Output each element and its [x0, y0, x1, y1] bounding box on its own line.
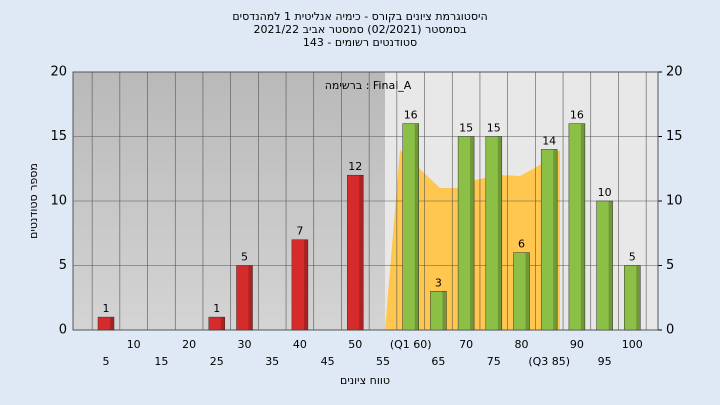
- value-label: 15: [487, 122, 501, 135]
- bar-side: [608, 201, 613, 330]
- bar: [97, 316, 115, 331]
- value-label: 12: [348, 160, 362, 173]
- bar-side: [470, 136, 475, 330]
- y-axis-label: מספר סטודנטים: [27, 163, 40, 239]
- x-tick-label: 70: [459, 338, 473, 351]
- x-tick-label: 15: [154, 355, 168, 368]
- bar-side: [553, 149, 558, 330]
- y2-tick-label: 0: [666, 323, 674, 338]
- y-tick-label: 0: [59, 323, 67, 338]
- x-axis-label: טווח ציונים: [340, 374, 390, 387]
- bar: [347, 174, 364, 331]
- y-tick-label: 15: [50, 129, 67, 144]
- x-tick-label: 25: [210, 355, 224, 368]
- y-tick-label: 20: [50, 65, 67, 80]
- x-tick-label: 90: [570, 338, 584, 351]
- bar-side: [110, 317, 114, 330]
- value-label: 6: [518, 238, 525, 251]
- bar-side: [359, 175, 364, 330]
- bar-side: [636, 265, 641, 330]
- plot-frame: [72, 71, 659, 331]
- value-label: 15: [459, 122, 473, 135]
- value-label: 7: [296, 225, 303, 238]
- bar-side: [414, 123, 419, 330]
- x-tick-label: 10: [127, 338, 141, 351]
- x-tick-label: 75: [487, 355, 501, 368]
- value-label: 5: [629, 251, 636, 264]
- chart-subtitle: בסמסטר (02/2021) סמסטר אביב 2021/22: [253, 23, 466, 36]
- annotation: ברשימה : Final_A: [325, 79, 412, 92]
- bar: [485, 136, 503, 331]
- bar-side: [497, 136, 502, 330]
- bar-side: [525, 252, 530, 330]
- x-tick-label: (Q3 85): [528, 355, 570, 368]
- bar: [540, 149, 558, 331]
- value-label: 16: [570, 109, 584, 122]
- chart-subtitle: 143 - סטודנטים רשומים: [303, 36, 417, 49]
- y2-tick-label: 5: [666, 258, 674, 273]
- bar-side: [442, 291, 447, 330]
- x-tick-label: 40: [293, 338, 307, 351]
- x-tick-label: 80: [515, 338, 529, 351]
- bar: [402, 123, 419, 331]
- value-label: 3: [435, 276, 442, 289]
- x-tick-label: 55: [376, 355, 390, 368]
- value-label: 16: [404, 109, 418, 122]
- x-tick-label: (Q1 60): [390, 338, 432, 351]
- y2-tick-label: 10: [666, 194, 683, 209]
- bar: [291, 239, 309, 331]
- bar: [568, 123, 586, 331]
- value-label: 1: [213, 302, 220, 315]
- bar: [624, 265, 641, 331]
- bar-side: [220, 317, 225, 330]
- chart-title: היסטוגרמת ציונים בקורס - כימיה אנליטית 1…: [232, 10, 487, 23]
- x-tick-label: 20: [182, 338, 196, 351]
- x-tick-label: 35: [265, 355, 279, 368]
- x-tick-label: 65: [431, 355, 445, 368]
- bar-side: [248, 265, 253, 330]
- x-tick-label: 100: [622, 338, 643, 351]
- value-label: 14: [542, 134, 556, 147]
- x-tick-label: 95: [598, 355, 612, 368]
- x-tick-label: 30: [238, 338, 252, 351]
- bar: [430, 291, 447, 331]
- bar-side: [580, 123, 585, 330]
- y2-tick-label: 15: [666, 129, 683, 144]
- bar: [208, 316, 226, 331]
- bar: [513, 252, 530, 331]
- x-tick-label: 5: [103, 355, 110, 368]
- bar: [236, 265, 253, 331]
- y-tick-label: 5: [59, 258, 67, 273]
- value-label: 10: [598, 186, 612, 199]
- y2-tick-label: 20: [666, 65, 683, 80]
- y-tick-label: 10: [50, 194, 67, 209]
- bar: [596, 200, 613, 331]
- value-label: 1: [103, 302, 110, 315]
- value-label: 5: [241, 251, 248, 264]
- bar-side: [303, 239, 308, 330]
- x-tick-label: 45: [321, 355, 335, 368]
- bar: [457, 136, 475, 331]
- x-tick-label: 50: [348, 338, 362, 351]
